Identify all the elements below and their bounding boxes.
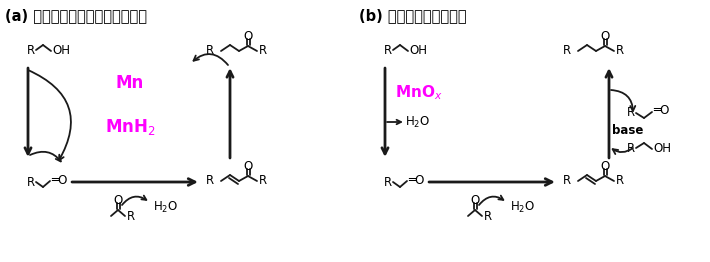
Text: R: R [627, 141, 635, 155]
Text: R: R [127, 210, 135, 222]
Text: Mn: Mn [116, 74, 144, 92]
Text: R: R [616, 45, 624, 57]
Text: O: O [601, 30, 610, 42]
Text: R: R [484, 210, 492, 222]
Text: R: R [563, 45, 571, 57]
Text: O: O [244, 30, 253, 42]
Text: MnO$_x$: MnO$_x$ [395, 84, 442, 102]
Text: H$_2$O: H$_2$O [153, 199, 178, 215]
Text: O: O [114, 194, 123, 206]
Text: OH: OH [52, 43, 70, 57]
Text: R: R [27, 43, 35, 57]
Text: R: R [616, 174, 624, 188]
Text: R: R [384, 43, 392, 57]
Text: OH: OH [409, 43, 427, 57]
Text: R: R [206, 45, 214, 57]
Text: R: R [627, 106, 635, 119]
Text: ═O: ═O [51, 174, 67, 188]
Text: O: O [471, 194, 480, 206]
Text: O: O [601, 160, 610, 172]
Text: R: R [259, 45, 267, 57]
Text: R: R [563, 174, 571, 188]
Text: R: R [27, 176, 35, 188]
Text: R: R [259, 174, 267, 188]
Text: base: base [612, 124, 643, 138]
Text: (a) ヒドリド形成を経る反応経路: (a) ヒドリド形成を経る反応経路 [5, 8, 147, 23]
Text: (b) 酸化を経る反応経路: (b) 酸化を経る反応経路 [359, 8, 466, 23]
Text: ═O: ═O [408, 174, 425, 188]
Text: ═O: ═O [653, 105, 670, 117]
Text: OH: OH [653, 141, 671, 155]
Text: O: O [244, 160, 253, 172]
Text: H$_2$O: H$_2$O [510, 199, 535, 215]
Text: H$_2$O: H$_2$O [405, 114, 430, 129]
Text: R: R [384, 176, 392, 188]
Text: MnH$_2$: MnH$_2$ [104, 117, 155, 137]
Text: R: R [206, 174, 214, 188]
